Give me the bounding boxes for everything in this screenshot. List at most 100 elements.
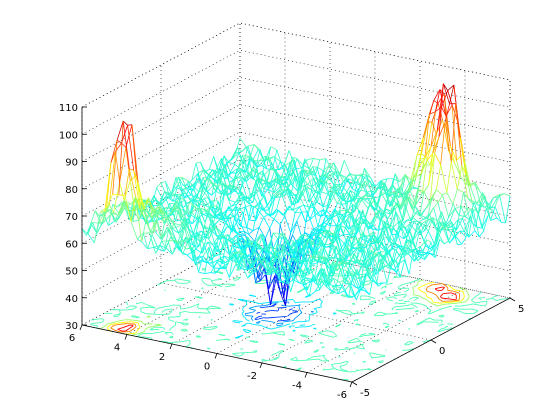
contour-segment [247, 300, 255, 303]
contour-segment [250, 315, 254, 319]
mesh-segment [451, 105, 457, 161]
mesh-segment [231, 234, 237, 243]
contour-segment [290, 356, 297, 360]
contour-segment [459, 287, 466, 291]
mesh-segment [317, 247, 325, 263]
mesh-segment [343, 223, 349, 230]
contour-segment [453, 299, 459, 302]
mesh-segment [182, 220, 190, 230]
mesh-segment [274, 256, 280, 260]
mesh-segment [289, 191, 297, 204]
mesh-segment [343, 261, 351, 268]
mesh-segment [240, 206, 246, 227]
mesh-segment [268, 252, 274, 274]
mesh-segment [356, 269, 364, 288]
mesh-segment [221, 217, 228, 221]
mesh-segment [418, 157, 426, 168]
contour-segment [244, 312, 252, 315]
contour-segment [416, 321, 423, 325]
mesh-segment [106, 193, 114, 209]
mesh-segment [415, 248, 423, 257]
mesh-segment [249, 257, 257, 267]
mesh-segment [363, 234, 369, 243]
mesh-segment [357, 173, 363, 182]
contour-segment [136, 333, 142, 338]
mesh-segment [195, 242, 201, 250]
contour-segment [114, 315, 119, 318]
mesh-segment [423, 230, 429, 242]
mesh-segment [367, 268, 373, 279]
mesh-segment [428, 217, 434, 232]
mesh-segment [378, 265, 386, 272]
contour-segment [165, 308, 173, 311]
contour-segment [298, 304, 301, 306]
mesh-segment [166, 213, 171, 215]
mesh-segment [389, 237, 397, 245]
mesh-segment [352, 269, 358, 276]
mesh-segment [241, 263, 247, 269]
mesh-segment [359, 218, 365, 224]
mesh-segment [234, 163, 242, 170]
mesh-segment [195, 208, 201, 212]
mesh-segment [331, 285, 337, 292]
mesh-segment [227, 253, 235, 265]
mesh-segment [437, 232, 445, 245]
mesh-segment [461, 237, 467, 245]
mesh-segment [171, 185, 178, 195]
mesh-segment [183, 223, 191, 239]
mesh-segment [122, 120, 128, 126]
contour-segment [462, 291, 465, 296]
mesh-segment [318, 232, 324, 245]
mesh-segment [201, 230, 208, 236]
mesh-segment [229, 185, 235, 201]
contour-segment [474, 310, 479, 314]
contour-segment [455, 289, 462, 292]
mesh-segment [387, 205, 395, 219]
mesh-segment [398, 204, 405, 206]
contour-segment [287, 313, 291, 317]
mesh-segment [147, 216, 155, 224]
mesh-segment [219, 178, 227, 187]
mesh-segment [210, 181, 216, 191]
contour-segment [408, 296, 414, 300]
mesh-segment [323, 268, 331, 286]
mesh-segment [255, 149, 261, 167]
contour-segment [227, 283, 236, 286]
mesh-segment [296, 258, 304, 262]
mesh-segment [308, 192, 316, 203]
mesh-segment [246, 266, 254, 271]
mesh-segment [283, 187, 289, 197]
mesh-segment [233, 253, 239, 269]
contour-segment [341, 368, 348, 372]
contour-segment [186, 282, 190, 284]
mesh-segment [302, 284, 310, 297]
x-tick-label: -2 [247, 371, 257, 382]
mesh-segment [468, 209, 474, 238]
contour-segment [404, 289, 409, 293]
y-tick-labels: 50-5 [360, 304, 524, 399]
mesh-segment [333, 212, 339, 215]
mesh-segment [161, 209, 169, 220]
contour-segment [370, 301, 376, 305]
mesh-segment [328, 178, 335, 185]
mesh-segment [237, 159, 245, 169]
contour-segment [186, 305, 194, 309]
mesh-segment [455, 235, 463, 245]
mesh-segment [297, 192, 305, 206]
mesh-segment [374, 215, 382, 221]
contour-segment [297, 359, 308, 362]
mesh-segment [247, 236, 255, 247]
mesh-segment [181, 177, 189, 182]
contour-segment [220, 278, 223, 280]
mesh-segment [296, 158, 302, 169]
contour-segment [253, 350, 257, 352]
contour-segment [277, 324, 283, 327]
contour-segment [453, 290, 460, 294]
contour-segment [261, 306, 272, 309]
mesh-segment [102, 204, 110, 222]
contour-segment [430, 284, 433, 287]
mesh-segment [429, 252, 436, 258]
mesh-segment [135, 195, 143, 242]
mesh-segment [208, 169, 214, 176]
mesh-segment [280, 279, 286, 283]
